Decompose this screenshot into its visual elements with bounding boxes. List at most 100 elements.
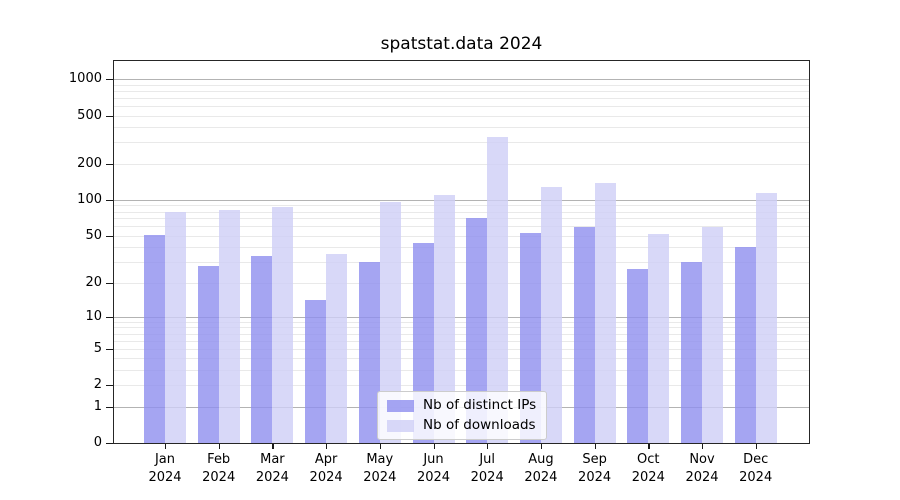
minor-gridline xyxy=(114,105,809,107)
y-tick-label: 10 xyxy=(85,308,102,324)
x-tick-label: Sep 2024 xyxy=(563,451,627,487)
legend-label-downloads: Nb of downloads xyxy=(423,417,536,433)
bar-downloads xyxy=(433,194,455,443)
x-tick-label: Jan 2024 xyxy=(133,451,197,487)
bar-distinct-ips xyxy=(573,227,595,443)
x-tick-label: Jun 2024 xyxy=(402,451,466,487)
minor-gridline xyxy=(114,321,809,323)
x-tick-year: 2024 xyxy=(524,470,558,485)
x-tick-label: Dec 2024 xyxy=(724,451,788,487)
x-tick-month: Oct xyxy=(637,452,660,467)
x-tick-mark xyxy=(272,444,274,449)
x-tick-month: Aug xyxy=(528,452,554,467)
legend-row-downloads: Nb of downloads xyxy=(387,418,536,433)
minor-gridline xyxy=(114,84,809,86)
x-tick-label: Mar 2024 xyxy=(240,451,304,487)
legend-swatch-distinct-ips xyxy=(387,399,414,412)
x-tick-mark xyxy=(326,444,328,449)
y-tick-mark xyxy=(106,316,113,318)
y-tick-label: 0 xyxy=(93,435,102,450)
bar-downloads xyxy=(272,206,294,443)
x-tick-mark xyxy=(165,444,167,449)
legend: Nb of distinct IPs Nb of downloads xyxy=(377,391,548,440)
bar-distinct-ips xyxy=(519,232,541,443)
x-tick-mark xyxy=(540,444,543,449)
legend-swatch-downloads xyxy=(387,419,414,432)
bar-distinct-ips xyxy=(251,255,273,443)
plot-area: Nb of distinct IPs Nb of downloads xyxy=(113,60,810,444)
y-tick-mark xyxy=(106,235,113,238)
x-tick-year: 2024 xyxy=(739,470,773,485)
bar-distinct-ips xyxy=(305,300,327,443)
y-tick-label: 200 xyxy=(77,155,102,171)
x-tick-year: 2024 xyxy=(470,470,504,485)
minor-gridline xyxy=(114,340,809,342)
minor-gridline xyxy=(114,282,809,284)
minor-gridline xyxy=(114,226,809,228)
bar-downloads xyxy=(648,233,670,443)
minor-gridline xyxy=(114,247,809,249)
y-tick-mark xyxy=(106,199,113,202)
x-tick-month: Dec xyxy=(743,452,769,467)
x-tick-month: Jan xyxy=(154,452,176,467)
x-tick-year: 2024 xyxy=(202,470,236,485)
legend-row-distinct-ips: Nb of distinct IPs xyxy=(387,398,536,413)
bar-downloads xyxy=(165,212,186,443)
y-tick-mark xyxy=(106,406,113,408)
x-tick-mark xyxy=(487,444,489,449)
y-tick-label: 1 xyxy=(93,398,102,414)
bar-downloads xyxy=(379,202,401,443)
y-tick-mark xyxy=(106,282,113,284)
bar-distinct-ips xyxy=(466,218,488,443)
minor-gridline xyxy=(114,327,809,329)
major-gridline xyxy=(114,316,809,318)
x-tick-label: Jul 2024 xyxy=(455,451,519,487)
y-tick-label: 500 xyxy=(77,107,102,123)
bar-downloads xyxy=(594,183,616,443)
x-tick-month: Mar xyxy=(260,452,285,467)
bar-distinct-ips xyxy=(144,234,165,443)
minor-gridline xyxy=(114,211,809,213)
x-tick-year: 2024 xyxy=(416,470,451,485)
major-gridline xyxy=(114,199,809,201)
y-tick-mark xyxy=(106,79,113,81)
x-tick-year: 2024 xyxy=(631,470,665,485)
x-tick-label: May 2024 xyxy=(348,451,412,487)
x-tick-year: 2024 xyxy=(578,470,612,485)
x-tick-month: Jul xyxy=(479,452,496,467)
bar-downloads xyxy=(702,227,723,443)
minor-gridline xyxy=(114,142,809,144)
y-tick-label: 50 xyxy=(85,227,102,243)
minor-gridline xyxy=(114,90,809,92)
minor-gridline xyxy=(114,385,809,387)
x-tick-label: Feb 2024 xyxy=(187,451,251,487)
minor-gridline xyxy=(114,348,809,350)
x-tick-year: 2024 xyxy=(148,470,182,485)
x-tick-month: Sep xyxy=(582,452,607,467)
chart-title: spatstat.data 2024 xyxy=(380,34,543,54)
bar-downloads xyxy=(755,193,777,443)
bar-downloads xyxy=(540,187,562,443)
x-tick-mark xyxy=(755,444,757,449)
y-tick-label: 5 xyxy=(93,340,102,356)
minor-gridline xyxy=(114,205,809,207)
bar-distinct-ips xyxy=(197,265,219,443)
x-tick-mark xyxy=(702,444,704,449)
bar-downloads xyxy=(487,136,509,443)
y-tick-mark xyxy=(106,163,113,165)
x-tick-mark xyxy=(379,444,382,449)
y-tick-mark xyxy=(106,443,113,445)
x-tick-label: Oct 2024 xyxy=(616,451,680,487)
bar-distinct-ips xyxy=(358,262,380,443)
minor-gridline xyxy=(114,97,809,99)
x-tick-month: Nov xyxy=(689,452,715,467)
x-tick-year: 2024 xyxy=(685,470,719,485)
x-tick-month: Jun xyxy=(423,452,444,467)
x-tick-mark xyxy=(433,444,435,449)
minor-gridline xyxy=(114,115,809,117)
y-tick-label: 20 xyxy=(85,274,102,290)
bar-distinct-ips xyxy=(627,269,649,443)
x-tick-label: Aug 2024 xyxy=(509,451,573,487)
y-tick-mark xyxy=(106,348,113,350)
legend-label-distinct-ips: Nb of distinct IPs xyxy=(423,397,537,413)
